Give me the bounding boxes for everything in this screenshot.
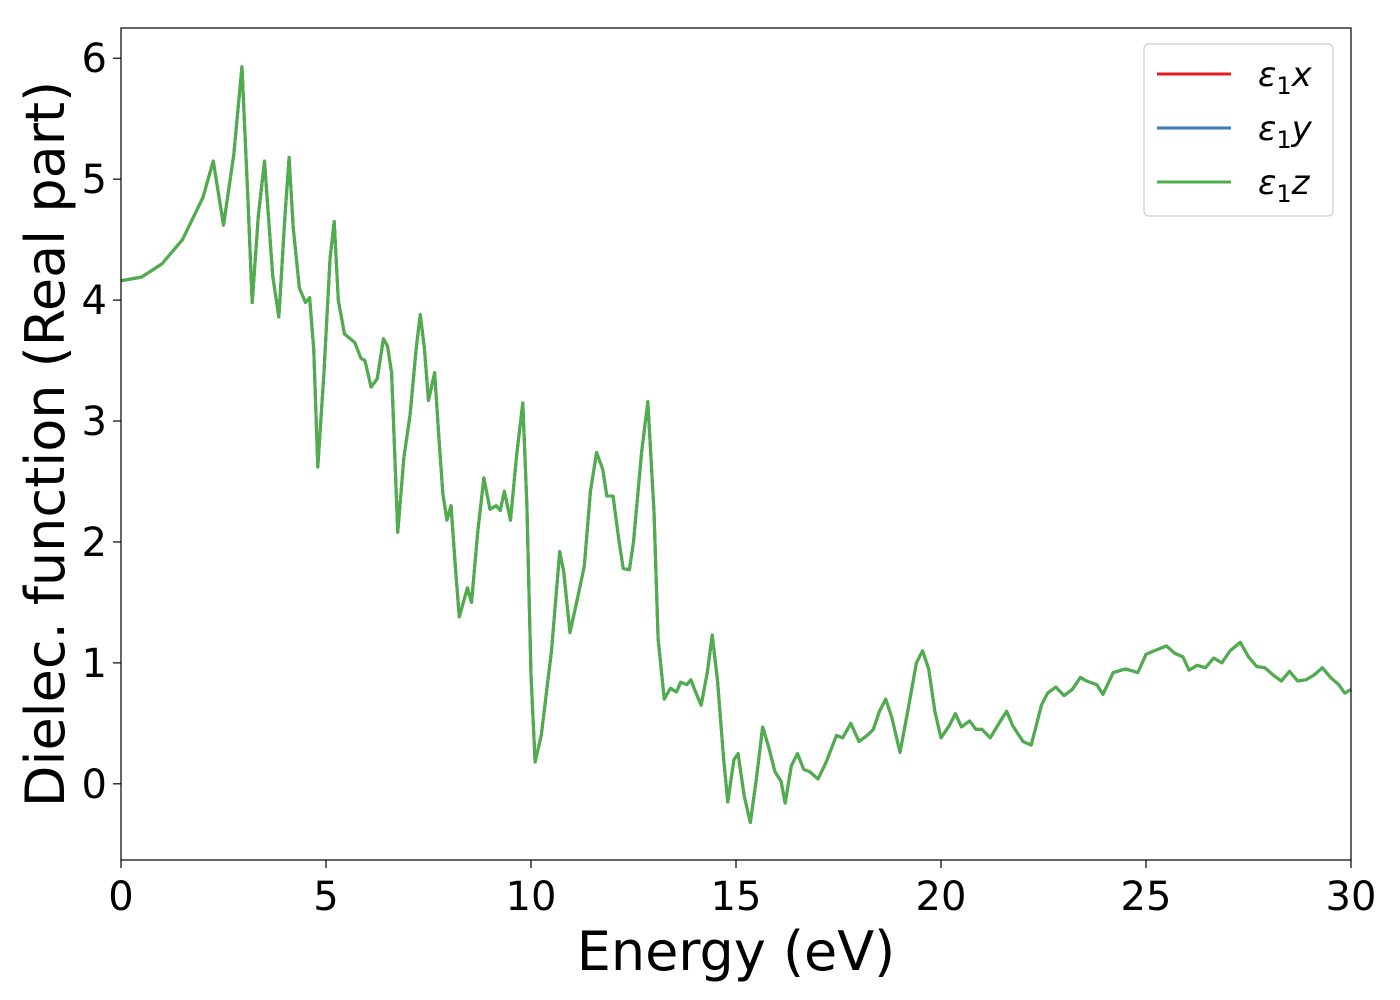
x-axis-ticks: 0 5 10 15 20 25 30 <box>108 860 1376 920</box>
legend-box <box>1143 43 1334 217</box>
y-tick-label: 2 <box>82 520 107 566</box>
legend-label: ε1x <box>1258 55 1313 100</box>
legend-label: ε1y <box>1258 109 1313 154</box>
x-tick-label: 10 <box>506 874 557 920</box>
y-tick-label: 1 <box>82 641 107 687</box>
x-tick-label: 0 <box>108 874 133 920</box>
x-tick-label: 20 <box>916 874 967 920</box>
y-tick-label: 6 <box>82 36 107 82</box>
y-tick-label: 0 <box>82 762 107 808</box>
y-axis-title: Dielec. function (Real part) <box>14 81 77 807</box>
y-tick-label: 5 <box>82 157 107 203</box>
legend: ε1x ε1y ε1z <box>1143 43 1334 217</box>
y-tick-label: 3 <box>82 399 107 445</box>
y-tick-label: 4 <box>82 278 107 324</box>
x-axis-title: Energy (eV) <box>577 920 896 983</box>
x-tick-label: 15 <box>711 874 762 920</box>
x-tick-label: 30 <box>1326 874 1377 920</box>
y-axis-ticks: 0 1 2 3 4 5 6 <box>82 36 121 808</box>
x-tick-label: 25 <box>1121 874 1172 920</box>
x-tick-label: 5 <box>313 874 338 920</box>
series-layer <box>120 65 1352 825</box>
legend-label: ε1z <box>1258 163 1311 208</box>
series-line-3 <box>120 65 1352 825</box>
